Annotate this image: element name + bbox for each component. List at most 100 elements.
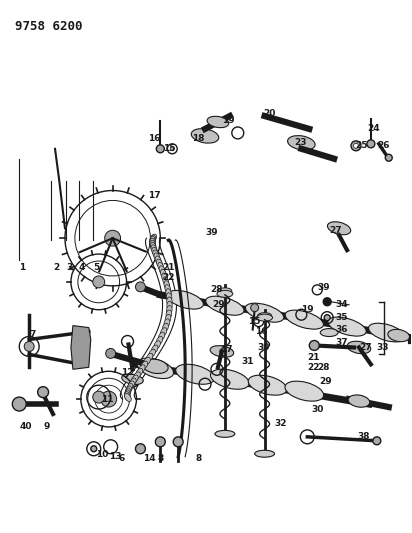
Text: 27: 27: [329, 226, 342, 235]
Circle shape: [93, 276, 105, 288]
Text: 17: 17: [220, 345, 232, 354]
Circle shape: [309, 341, 319, 350]
Text: 9758 6200: 9758 6200: [15, 20, 83, 33]
Ellipse shape: [131, 375, 138, 383]
Text: 14: 14: [143, 454, 156, 463]
Ellipse shape: [159, 332, 165, 341]
Ellipse shape: [151, 345, 158, 353]
Text: 20: 20: [264, 109, 276, 118]
Ellipse shape: [136, 368, 143, 376]
Ellipse shape: [161, 328, 167, 336]
Text: 5: 5: [93, 263, 99, 272]
Text: 24: 24: [367, 124, 379, 133]
Ellipse shape: [210, 346, 234, 357]
Ellipse shape: [164, 319, 170, 327]
Ellipse shape: [328, 222, 351, 235]
Ellipse shape: [348, 395, 370, 407]
Ellipse shape: [126, 384, 133, 392]
Ellipse shape: [369, 323, 405, 342]
Ellipse shape: [217, 290, 233, 297]
Ellipse shape: [167, 290, 204, 309]
Ellipse shape: [152, 247, 158, 256]
Ellipse shape: [155, 256, 161, 264]
Text: 39: 39: [205, 228, 218, 237]
Ellipse shape: [165, 285, 171, 294]
Ellipse shape: [191, 128, 219, 143]
Ellipse shape: [125, 390, 130, 399]
Ellipse shape: [211, 369, 249, 389]
Text: 40: 40: [19, 423, 32, 431]
Text: 28: 28: [317, 363, 330, 372]
Circle shape: [373, 437, 381, 445]
Ellipse shape: [388, 329, 410, 342]
Text: 8: 8: [195, 454, 201, 463]
Ellipse shape: [246, 303, 284, 322]
Ellipse shape: [150, 240, 156, 249]
Ellipse shape: [162, 323, 169, 332]
Text: 27: 27: [359, 343, 372, 352]
Text: 6: 6: [119, 454, 125, 463]
Text: 23: 23: [295, 139, 307, 147]
Ellipse shape: [285, 310, 323, 329]
Circle shape: [136, 282, 145, 292]
Text: 29: 29: [212, 300, 225, 309]
Circle shape: [351, 141, 361, 151]
Circle shape: [91, 446, 97, 452]
Circle shape: [323, 298, 331, 306]
Ellipse shape: [207, 116, 229, 128]
Ellipse shape: [248, 375, 287, 395]
Ellipse shape: [163, 277, 169, 286]
Ellipse shape: [146, 353, 153, 361]
Text: 39: 39: [317, 284, 330, 293]
Ellipse shape: [166, 293, 172, 302]
Text: 16: 16: [148, 134, 161, 143]
Ellipse shape: [150, 234, 157, 243]
Ellipse shape: [124, 392, 130, 400]
Ellipse shape: [218, 288, 232, 294]
Circle shape: [324, 314, 330, 321]
Ellipse shape: [257, 314, 273, 321]
Ellipse shape: [166, 310, 172, 319]
Text: 31: 31: [242, 357, 254, 366]
Text: 22: 22: [162, 273, 175, 282]
Ellipse shape: [159, 266, 165, 274]
Circle shape: [353, 143, 358, 148]
Text: 4: 4: [79, 263, 85, 272]
Ellipse shape: [160, 269, 166, 278]
Ellipse shape: [167, 297, 172, 306]
Ellipse shape: [156, 336, 163, 345]
Ellipse shape: [137, 358, 173, 378]
Circle shape: [250, 304, 259, 312]
Circle shape: [93, 391, 105, 403]
Ellipse shape: [166, 289, 171, 297]
Text: 36: 36: [335, 325, 348, 334]
Text: 21: 21: [307, 353, 320, 362]
Text: 33: 33: [377, 343, 389, 352]
Ellipse shape: [288, 135, 315, 150]
Text: 34: 34: [335, 300, 348, 309]
Text: 12: 12: [121, 368, 133, 377]
Ellipse shape: [328, 317, 366, 336]
Ellipse shape: [154, 253, 160, 262]
Circle shape: [385, 154, 392, 161]
Text: 29: 29: [319, 377, 332, 386]
Ellipse shape: [133, 372, 140, 380]
Text: 22: 22: [307, 363, 320, 372]
Text: 10: 10: [96, 450, 108, 459]
Circle shape: [24, 342, 34, 351]
Text: 2: 2: [53, 263, 59, 272]
Text: 19: 19: [301, 305, 314, 314]
Ellipse shape: [124, 393, 131, 401]
Ellipse shape: [206, 296, 244, 315]
Ellipse shape: [150, 238, 155, 247]
Polygon shape: [71, 326, 91, 369]
Text: 7: 7: [29, 330, 35, 339]
Text: 15: 15: [163, 144, 176, 154]
Circle shape: [155, 437, 165, 447]
Text: 15: 15: [248, 317, 260, 326]
Ellipse shape: [255, 450, 274, 457]
Text: 30: 30: [258, 343, 270, 352]
Text: 16: 16: [255, 327, 267, 336]
Text: 9: 9: [43, 423, 49, 431]
Ellipse shape: [122, 374, 143, 384]
